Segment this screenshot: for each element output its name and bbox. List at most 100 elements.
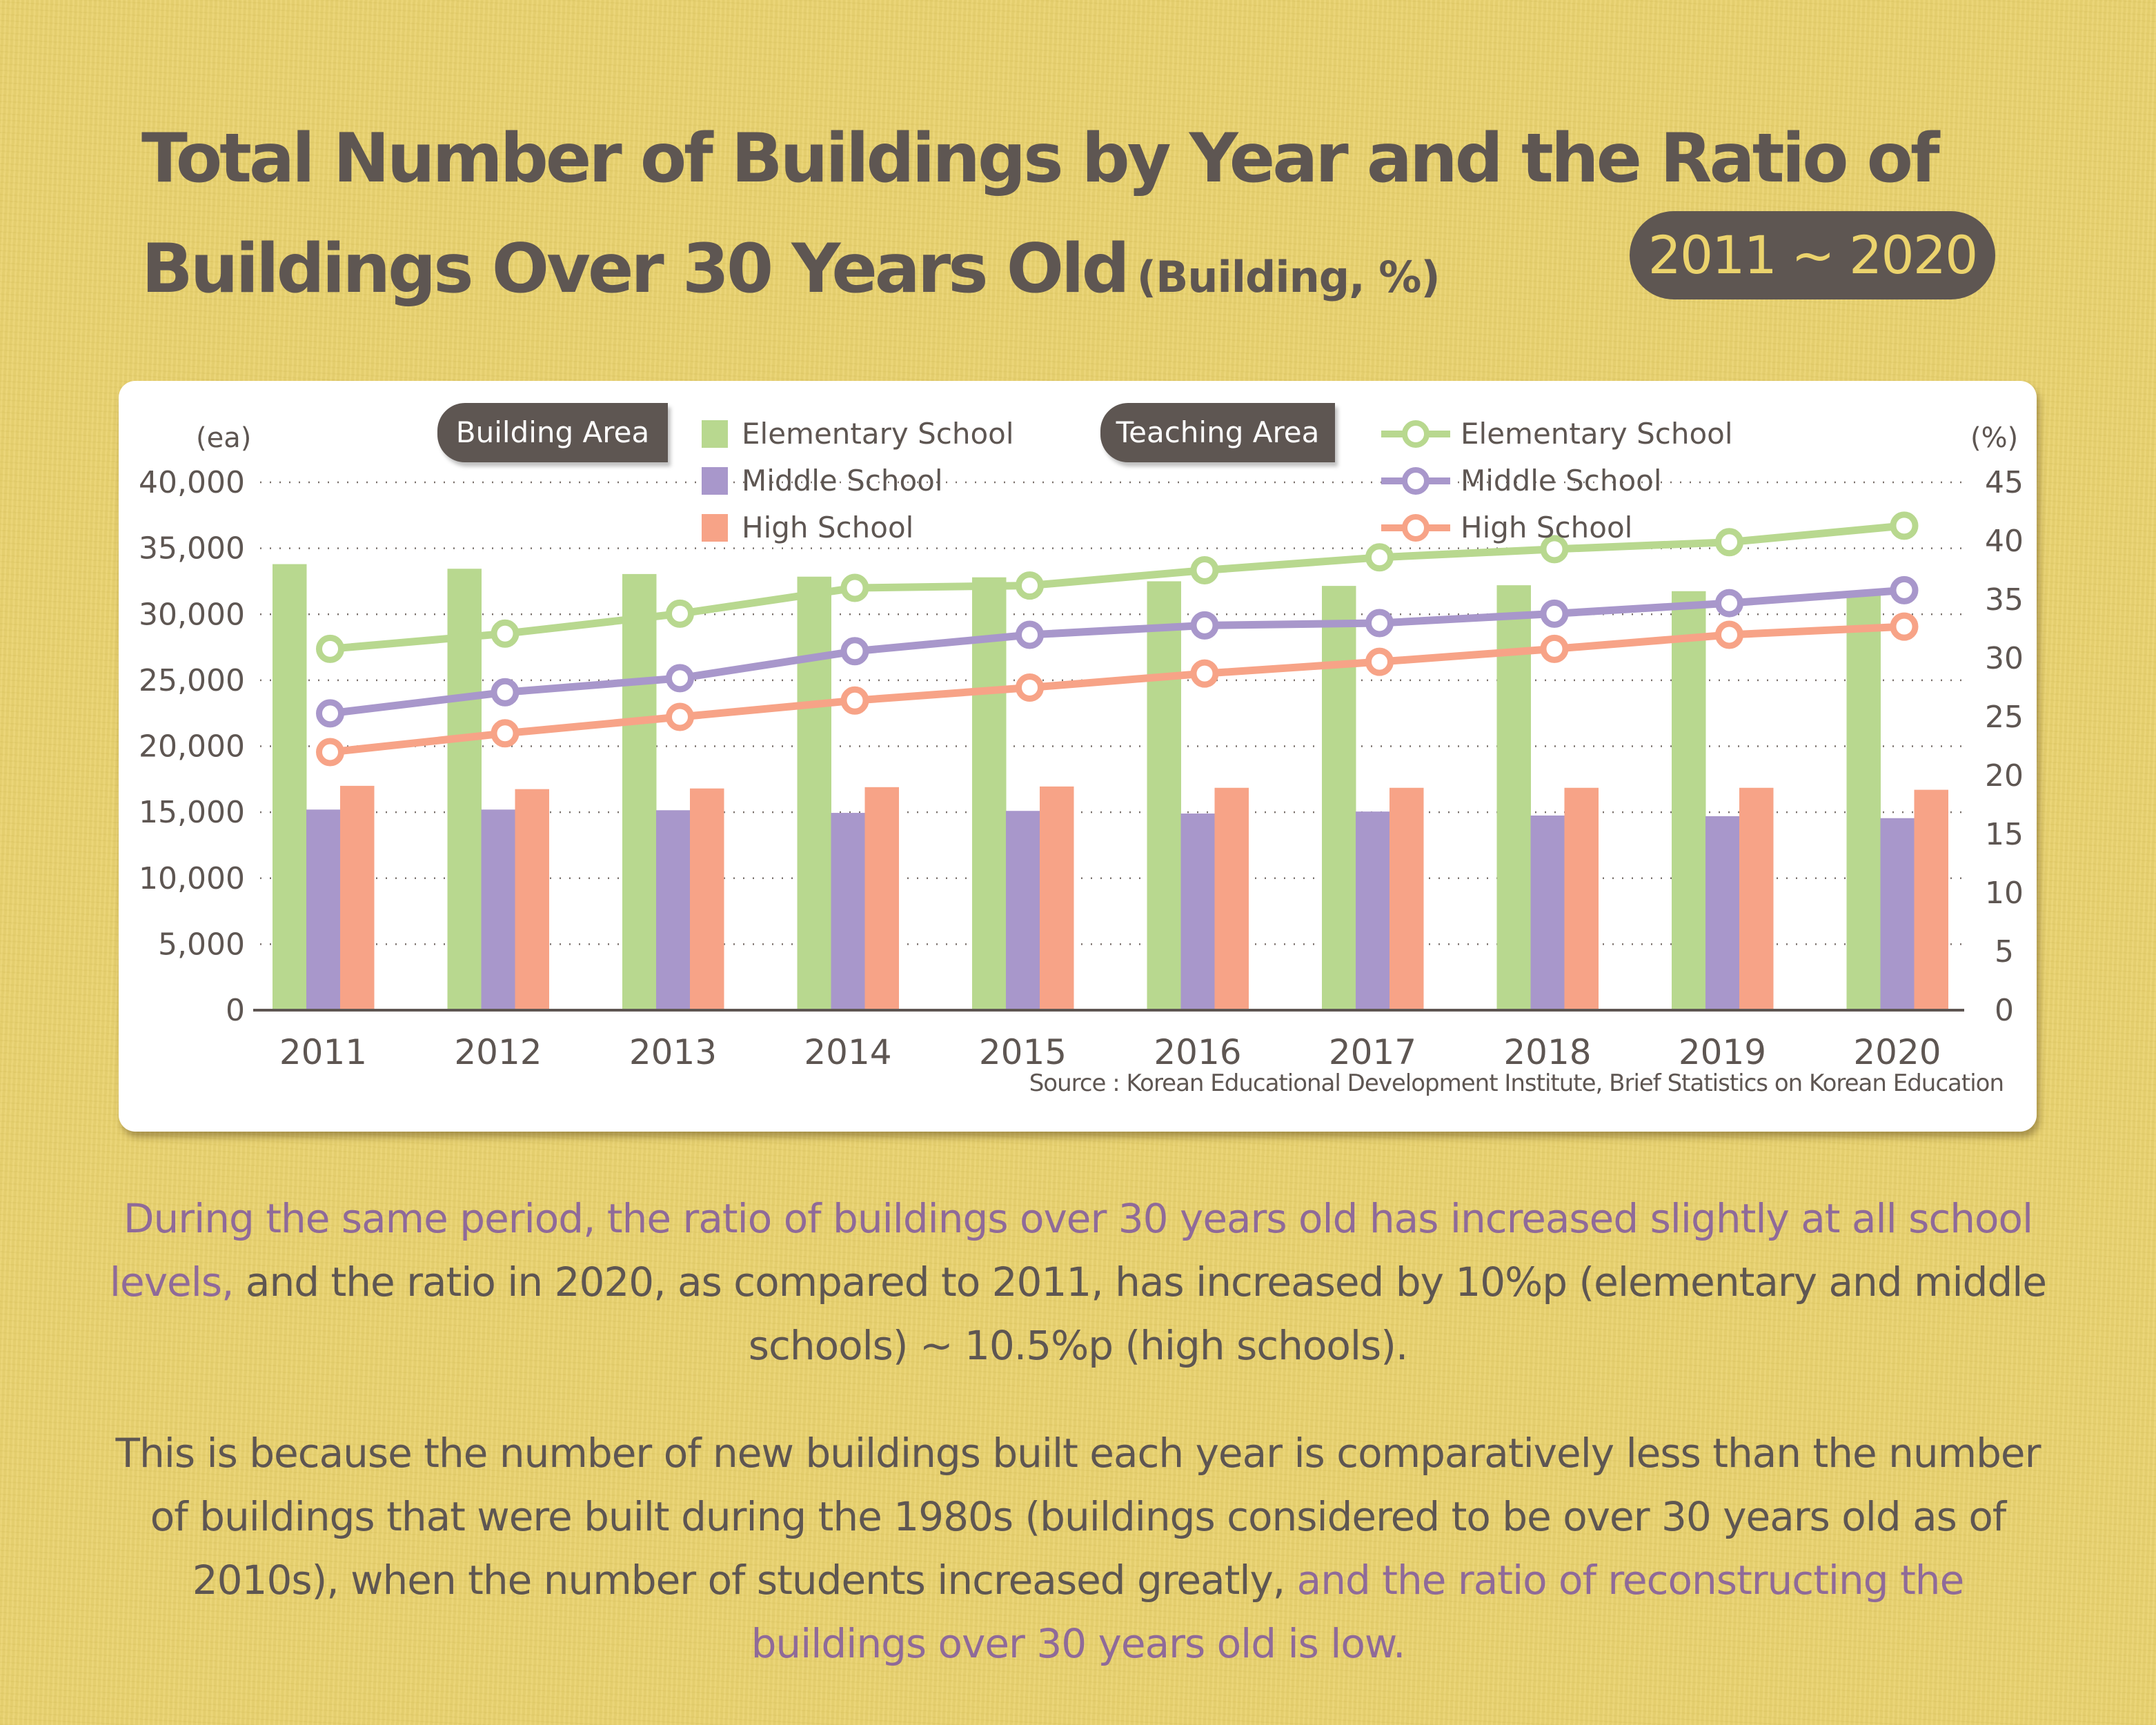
paragraph2-highlight: and the ratio of reconstructing the buil… bbox=[751, 1557, 1965, 1667]
period-badge: 2011 ~ 2020 bbox=[1630, 211, 1995, 299]
right-axis-tick-label: 15 bbox=[1985, 817, 2024, 852]
bar-high-school-2016 bbox=[1214, 787, 1249, 1010]
title-line-1: Total Number of Buildings by Year and th… bbox=[141, 119, 1940, 198]
source-note: Source : Korean Educational Development … bbox=[1029, 1070, 2004, 1097]
point-middle-school-2020 bbox=[1890, 575, 1919, 604]
title-line-2: Buildings Over 30 Years Old bbox=[141, 230, 1130, 308]
right-axis-unit: (%) bbox=[1970, 422, 2019, 454]
paragraph-reason: This is because the number of new buildi… bbox=[103, 1421, 2053, 1675]
bar-elementary-school-2012 bbox=[447, 569, 482, 1010]
bar-middle-school-2011 bbox=[306, 809, 341, 1010]
bar-middle-school-2019 bbox=[1705, 816, 1740, 1010]
x-axis-tick-label: 2020 bbox=[1853, 1032, 1941, 1072]
right-axis-tick-label: 25 bbox=[1985, 700, 2024, 735]
legend-swatch-middle bbox=[702, 467, 728, 495]
legend-swatch-high bbox=[702, 514, 728, 542]
combo-chart: 0 5,000 10,000 15,000 20,000 25,000 30,000 35,0… bbox=[139, 465, 2024, 1072]
left-axis-unit: (ea) bbox=[196, 422, 252, 454]
right-axis-tick-label: 45 bbox=[1985, 465, 2024, 500]
point-high-school-2013 bbox=[666, 702, 694, 731]
page-title: Total Number of Buildings by Year and th… bbox=[141, 103, 1940, 333]
point-high-school-2019 bbox=[1715, 620, 1743, 649]
legend-line-middle-icon bbox=[1381, 467, 1450, 495]
x-axis-tick-label: 2016 bbox=[1154, 1032, 1241, 1072]
bar-marks bbox=[273, 564, 1948, 1010]
paragraph1-highlight: During the same period, the ratio of bui… bbox=[109, 1195, 2033, 1305]
point-elementary-school-2017 bbox=[1365, 543, 1394, 572]
point-high-school-2020 bbox=[1890, 612, 1919, 641]
bar-middle-school-2013 bbox=[656, 810, 691, 1010]
point-elementary-school-2015 bbox=[1016, 571, 1044, 600]
legend-bar-elementary: Elementary School bbox=[742, 417, 1014, 451]
point-high-school-2014 bbox=[840, 686, 869, 715]
point-middle-school-2018 bbox=[1540, 599, 1569, 628]
left-axis-tick-label: 0 bbox=[226, 993, 245, 1028]
x-axis-tick-label: 2011 bbox=[279, 1032, 367, 1072]
bar-high-school-2018 bbox=[1564, 787, 1599, 1010]
bar-middle-school-2017 bbox=[1356, 811, 1390, 1010]
bar-middle-school-2012 bbox=[481, 809, 515, 1010]
right-axis-tick-label: 35 bbox=[1985, 582, 2024, 618]
bar-middle-school-2018 bbox=[1530, 815, 1565, 1010]
bar-elementary-school-2016 bbox=[1147, 581, 1181, 1010]
bar-elementary-school-2020 bbox=[1846, 594, 1881, 1010]
line-middle-school bbox=[329, 586, 1905, 718]
legend-bar-middle: Middle School bbox=[742, 464, 943, 497]
bar-middle-school-2020 bbox=[1880, 818, 1915, 1010]
bar-high-school-2017 bbox=[1389, 787, 1424, 1010]
axes: 0 5,000 10,000 15,000 20,000 25,000 30,000 35,0… bbox=[139, 465, 2024, 1072]
right-axis-tick-label: 0 bbox=[1995, 993, 2014, 1028]
paragraph-ratio-increase: During the same period, the ratio of bui… bbox=[103, 1187, 2053, 1377]
point-middle-school-2019 bbox=[1715, 589, 1743, 618]
point-elementary-school-2016 bbox=[1190, 556, 1219, 584]
point-elementary-school-2019 bbox=[1715, 528, 1743, 557]
point-high-school-2015 bbox=[1016, 673, 1044, 702]
point-middle-school-2016 bbox=[1190, 611, 1219, 640]
legend-line-high: High School bbox=[1461, 511, 1633, 544]
point-middle-school-2012 bbox=[491, 678, 520, 707]
left-axis-tick-label: 40,000 bbox=[139, 465, 245, 500]
point-elementary-school-2013 bbox=[666, 599, 694, 628]
point-high-school-2016 bbox=[1190, 659, 1219, 688]
bar-elementary-school-2014 bbox=[797, 576, 831, 1010]
legend-line-markers bbox=[1381, 420, 1450, 542]
point-middle-school-2015 bbox=[1016, 620, 1044, 649]
legend-line-high-icon bbox=[1381, 514, 1450, 542]
bar-elementary-school-2013 bbox=[622, 573, 657, 1010]
legend-line-middle: Middle School bbox=[1461, 464, 1662, 497]
line-elementary-school bbox=[330, 522, 1905, 653]
left-axis-tick-label: 5,000 bbox=[158, 927, 245, 962]
bar-elementary-school-2011 bbox=[273, 564, 307, 1010]
left-axis-tick-label: 20,000 bbox=[139, 729, 245, 765]
point-middle-school-2017 bbox=[1365, 609, 1394, 638]
legend-building-area-label: Building Area bbox=[437, 403, 668, 462]
point-elementary-school-2018 bbox=[1540, 535, 1569, 564]
bar-elementary-school-2015 bbox=[972, 577, 1007, 1010]
legend-swatch-elementary bbox=[702, 420, 728, 448]
x-axis-tick-label: 2012 bbox=[454, 1032, 542, 1072]
bar-elementary-school-2017 bbox=[1322, 586, 1356, 1010]
bar-high-school-2019 bbox=[1739, 787, 1774, 1010]
bar-elementary-school-2019 bbox=[1672, 591, 1706, 1010]
point-high-school-2011 bbox=[316, 738, 344, 767]
title-unit: (Building, %) bbox=[1136, 252, 1441, 302]
point-elementary-school-2014 bbox=[840, 573, 869, 602]
x-axis-tick-label: 2019 bbox=[1679, 1032, 1766, 1072]
point-elementary-school-2012 bbox=[491, 619, 520, 648]
right-axis-tick-label: 40 bbox=[1985, 524, 2024, 559]
paragraph2-plain: This is because the number of new buildi… bbox=[115, 1430, 2041, 1604]
legend-line-elementary-icon bbox=[1381, 420, 1450, 448]
x-axis-tick-label: 2014 bbox=[804, 1032, 891, 1072]
bar-high-school-2011 bbox=[340, 785, 375, 1010]
x-axis-tick-label: 2017 bbox=[1329, 1032, 1416, 1072]
left-axis-tick-label: 10,000 bbox=[139, 861, 245, 896]
line-marks bbox=[316, 511, 1919, 767]
point-middle-school-2014 bbox=[840, 637, 869, 666]
left-axis-tick-label: 15,000 bbox=[139, 795, 245, 830]
point-high-school-2018 bbox=[1540, 634, 1569, 663]
point-elementary-school-2020 bbox=[1890, 511, 1919, 540]
left-axis-tick-label: 25,000 bbox=[139, 663, 245, 698]
right-axis-tick-label: 20 bbox=[1985, 758, 2024, 793]
x-axis-tick-label: 2013 bbox=[629, 1032, 717, 1072]
left-axis-tick-label: 35,000 bbox=[139, 531, 245, 566]
